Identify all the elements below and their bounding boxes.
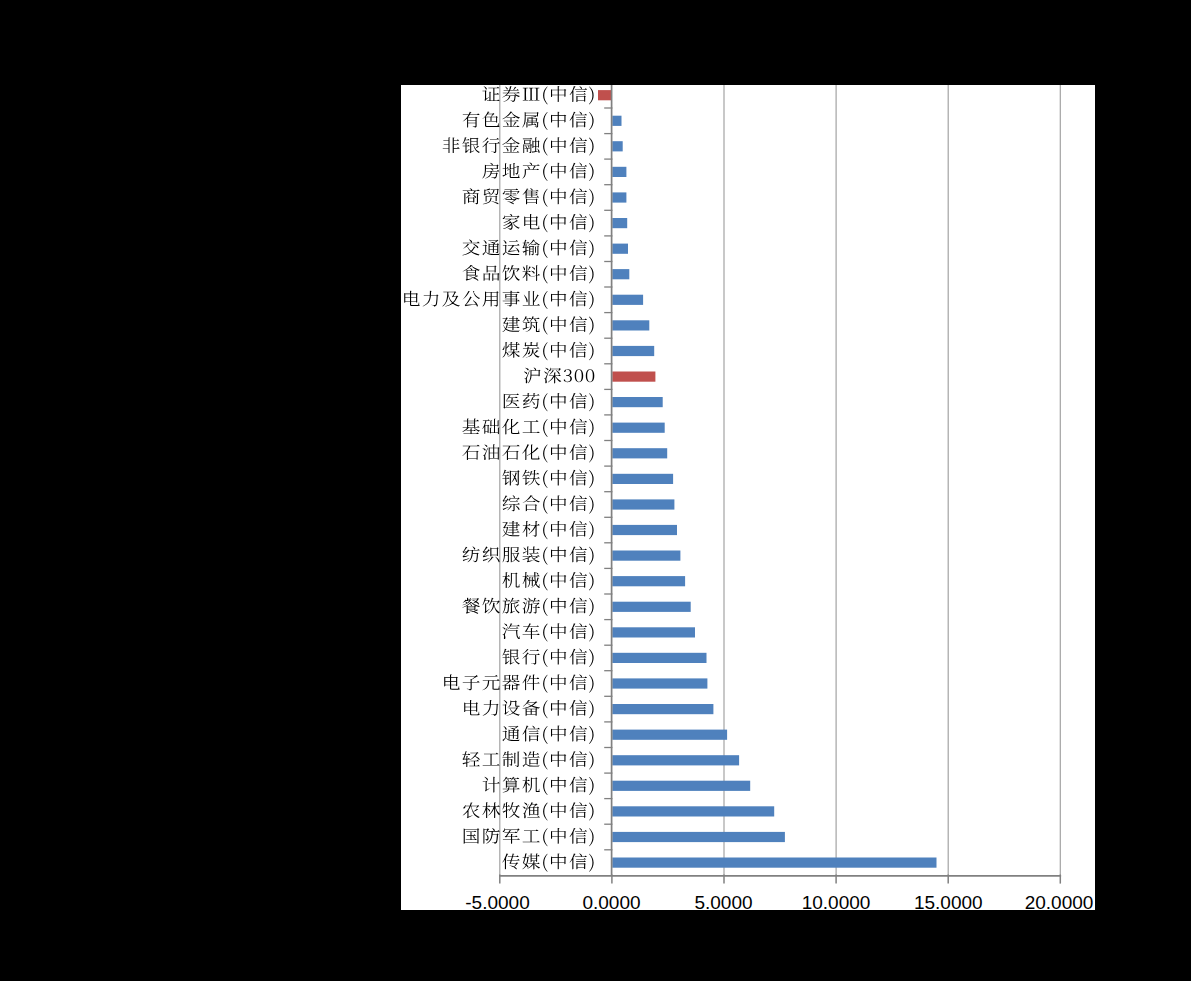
svg-text:5.0000: 5.0000 — [694, 892, 752, 913]
svg-text:0.0000: 0.0000 — [582, 892, 640, 913]
svg-text:20.0000: 20.0000 — [1025, 892, 1094, 913]
svg-text:-5.0000: -5.0000 — [465, 892, 529, 913]
svg-text:15.0000: 15.0000 — [914, 892, 983, 913]
svg-text:10.0000: 10.0000 — [802, 892, 871, 913]
